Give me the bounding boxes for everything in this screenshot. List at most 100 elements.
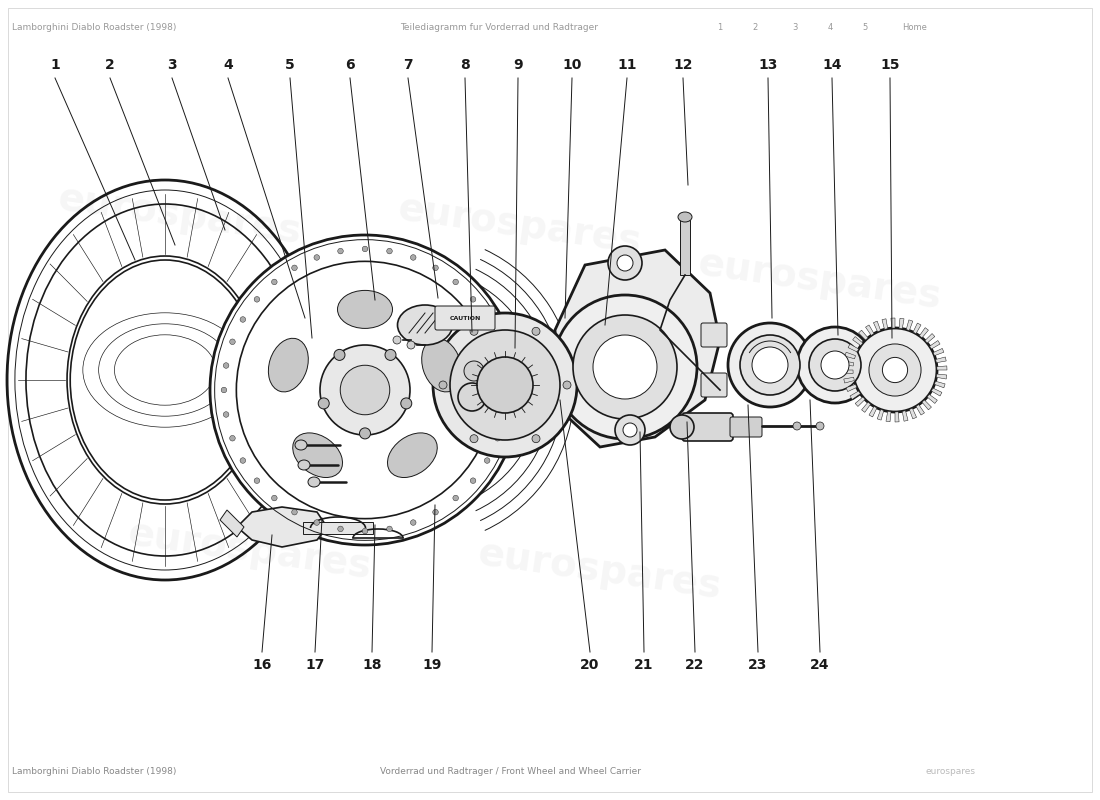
Circle shape [458,383,486,411]
Circle shape [798,327,873,403]
Circle shape [816,422,824,430]
Circle shape [532,434,540,442]
Circle shape [338,526,343,532]
Polygon shape [302,522,373,534]
Circle shape [387,526,393,532]
Text: 21: 21 [635,658,653,672]
Text: 1: 1 [51,58,59,72]
Polygon shape [848,344,859,352]
Circle shape [470,327,478,335]
Polygon shape [930,341,940,349]
Polygon shape [844,378,855,383]
Text: 4: 4 [827,23,833,33]
Circle shape [254,297,260,302]
Ellipse shape [387,433,438,478]
Text: 13: 13 [758,58,778,72]
Text: Vorderrad und Radtrager / Front Wheel and Wheel Carrier: Vorderrad und Radtrager / Front Wheel an… [379,767,641,777]
Polygon shape [910,408,916,419]
Polygon shape [852,337,862,346]
Polygon shape [932,388,942,396]
Polygon shape [869,406,877,417]
Polygon shape [906,320,913,330]
Text: Lamborghini Diablo Roadster (1998): Lamborghini Diablo Roadster (1998) [12,767,176,777]
Circle shape [821,351,849,379]
Circle shape [882,358,908,382]
FancyBboxPatch shape [701,323,727,347]
Text: 15: 15 [880,58,900,72]
Text: 23: 23 [748,658,768,672]
Circle shape [223,412,229,418]
Circle shape [439,381,447,389]
Text: Teilediagramm fur Vorderrad und Radtrager: Teilediagramm fur Vorderrad und Radtrage… [400,23,598,33]
Text: 5: 5 [862,23,868,33]
Polygon shape [936,374,947,379]
Circle shape [334,350,345,360]
Polygon shape [920,328,928,338]
Text: eurospares: eurospares [56,179,305,251]
Circle shape [670,415,694,439]
Circle shape [495,435,500,441]
Polygon shape [916,405,924,415]
Circle shape [240,317,245,322]
Polygon shape [937,366,947,370]
Polygon shape [844,361,854,366]
Circle shape [471,478,476,483]
Circle shape [407,341,415,349]
Ellipse shape [421,338,462,392]
Polygon shape [220,510,244,537]
Text: Home: Home [903,23,927,33]
Circle shape [433,313,578,457]
Polygon shape [899,318,904,329]
Circle shape [314,254,320,260]
Polygon shape [855,397,865,406]
Circle shape [292,265,297,270]
Circle shape [593,335,657,399]
Polygon shape [925,334,935,343]
Circle shape [338,248,343,254]
Ellipse shape [397,305,452,345]
Polygon shape [556,250,720,447]
Circle shape [793,422,801,430]
Circle shape [410,254,416,260]
Circle shape [869,344,921,396]
Polygon shape [922,400,932,410]
Circle shape [808,339,861,391]
Circle shape [230,435,235,441]
Circle shape [272,279,277,285]
Circle shape [563,381,571,389]
Text: eurospares: eurospares [396,189,645,261]
Circle shape [362,246,367,252]
Polygon shape [846,384,857,391]
Circle shape [484,317,490,322]
Polygon shape [935,382,945,388]
Text: 4: 4 [223,58,233,72]
Text: 14: 14 [823,58,842,72]
Ellipse shape [268,338,308,392]
Circle shape [728,323,812,407]
Circle shape [393,336,402,344]
Text: 19: 19 [422,658,442,672]
Text: 8: 8 [460,58,470,72]
Circle shape [221,387,227,393]
Circle shape [360,428,371,439]
Polygon shape [859,330,868,340]
Circle shape [292,510,297,515]
Ellipse shape [293,433,342,478]
Circle shape [470,434,478,442]
Circle shape [432,510,438,515]
Circle shape [230,339,235,345]
Polygon shape [236,507,327,547]
Circle shape [362,528,367,534]
Text: 6: 6 [345,58,355,72]
Circle shape [240,458,245,463]
Circle shape [502,362,507,368]
Text: 3: 3 [792,23,798,33]
Text: 3: 3 [167,58,177,72]
Text: 2: 2 [752,23,758,33]
Polygon shape [913,323,921,334]
FancyBboxPatch shape [682,413,733,441]
Text: 16: 16 [252,658,272,672]
Text: 18: 18 [362,658,382,672]
Circle shape [740,335,800,395]
Text: 9: 9 [514,58,522,72]
